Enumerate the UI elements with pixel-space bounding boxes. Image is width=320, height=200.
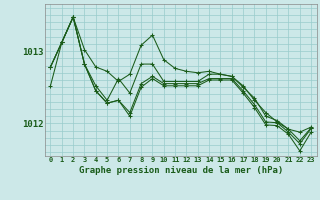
X-axis label: Graphe pression niveau de la mer (hPa): Graphe pression niveau de la mer (hPa) [79,166,283,175]
